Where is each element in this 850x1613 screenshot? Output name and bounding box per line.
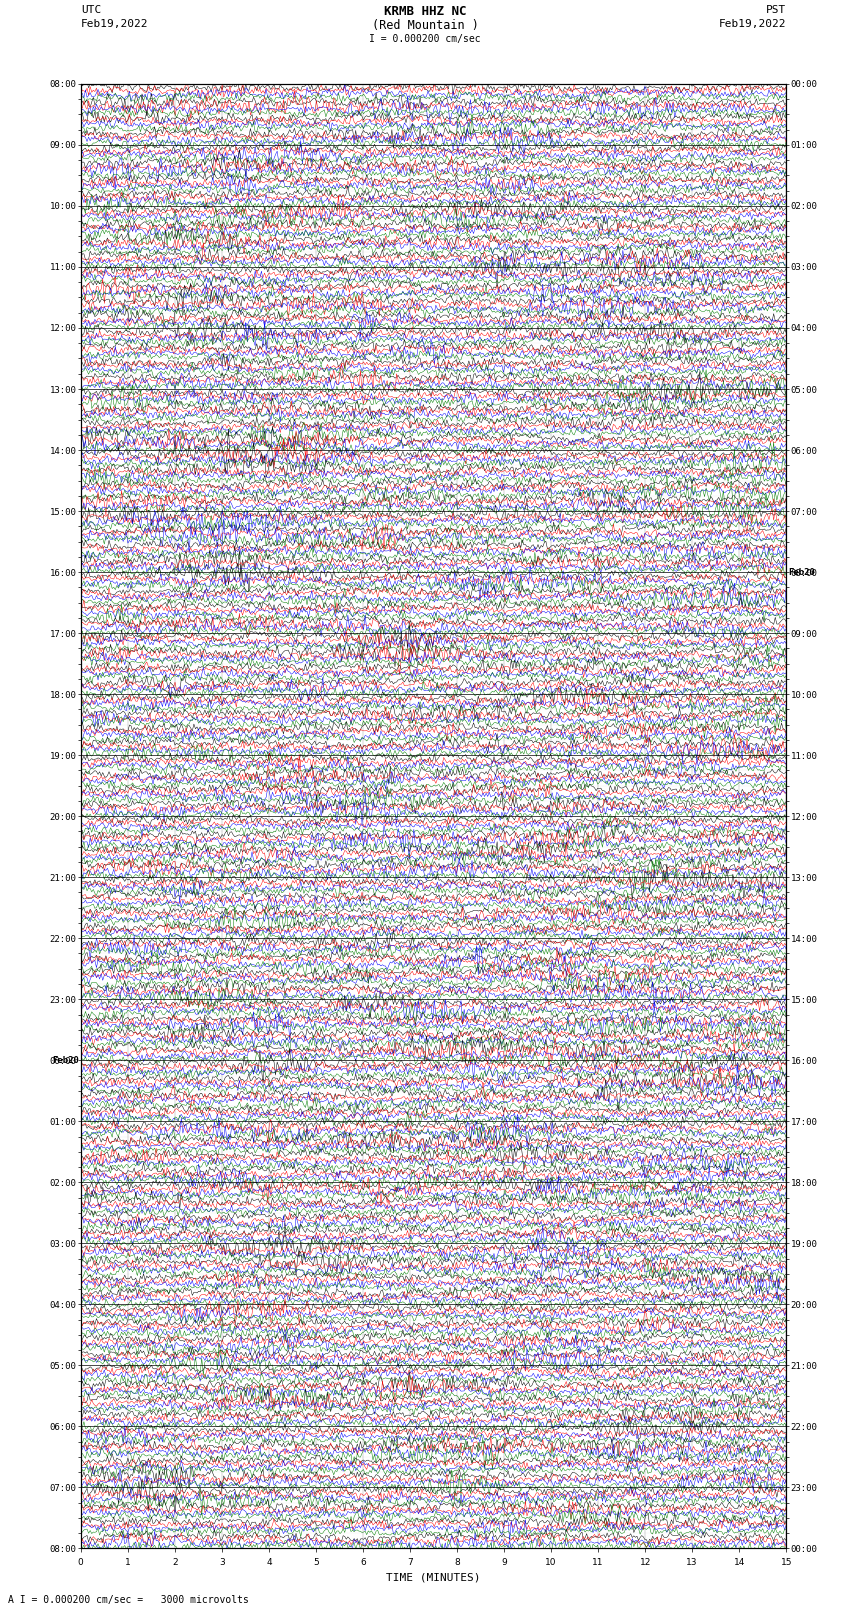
Text: UTC: UTC xyxy=(81,5,101,15)
Text: (Red Mountain ): (Red Mountain ) xyxy=(371,19,479,32)
Text: PST: PST xyxy=(766,5,786,15)
Text: I = 0.000200 cm/sec: I = 0.000200 cm/sec xyxy=(369,34,481,44)
Text: A I = 0.000200 cm/sec =   3000 microvolts: A I = 0.000200 cm/sec = 3000 microvolts xyxy=(8,1595,249,1605)
Text: Feb20: Feb20 xyxy=(788,568,815,576)
Text: Feb19,2022: Feb19,2022 xyxy=(81,19,148,29)
Text: Feb19,2022: Feb19,2022 xyxy=(719,19,786,29)
Text: KRMB HHZ NC: KRMB HHZ NC xyxy=(383,5,467,18)
Text: Feb20: Feb20 xyxy=(52,1057,79,1065)
X-axis label: TIME (MINUTES): TIME (MINUTES) xyxy=(386,1573,481,1582)
